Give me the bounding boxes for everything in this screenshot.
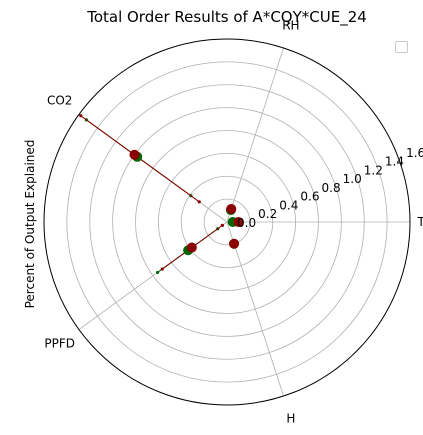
angular-tick-labels: TEMP RH CO2 PPFD H bbox=[44, 18, 423, 425]
r-tick-label: 1.2 bbox=[364, 163, 383, 177]
data-point bbox=[233, 217, 244, 227]
r-tick-label: 0.2 bbox=[258, 207, 277, 221]
r-tick-label: 0.0 bbox=[237, 216, 256, 230]
r-tick-label: 1.0 bbox=[343, 172, 362, 186]
theta-tick-label: CO2 bbox=[47, 93, 72, 107]
legend bbox=[395, 41, 408, 53]
r-tick-label: 0.8 bbox=[322, 181, 341, 195]
r-tick-label: 0.4 bbox=[279, 198, 298, 212]
error-cap bbox=[156, 270, 160, 275]
theta-tick-label: TEMP bbox=[417, 215, 423, 229]
r-tick-label: 1.4 bbox=[385, 155, 404, 169]
theta-tick-label: PPFD bbox=[44, 337, 75, 351]
y-axis-label: Percent of Output Explained bbox=[23, 140, 37, 309]
radial-tick-labels: 0.00.20.40.60.81.01.21.41.6 bbox=[237, 146, 423, 230]
error-cap bbox=[220, 223, 224, 227]
error-bars bbox=[79, 114, 242, 275]
error-cap bbox=[197, 200, 201, 204]
error-cap bbox=[160, 267, 164, 271]
grid-spoke bbox=[226, 47, 284, 223]
grid-spoke bbox=[226, 221, 284, 397]
data-point bbox=[229, 238, 240, 249]
theta-tick-label: H bbox=[286, 412, 295, 426]
theta-tick-label: RH bbox=[282, 18, 299, 32]
data-point bbox=[226, 203, 237, 214]
error-cap bbox=[79, 114, 83, 118]
r-tick-label: 1.6 bbox=[406, 146, 423, 160]
r-tick-label: 0.6 bbox=[300, 190, 319, 204]
data-point bbox=[129, 149, 140, 160]
data-points bbox=[129, 149, 244, 256]
polar-frame bbox=[43, 38, 411, 406]
data-point bbox=[186, 242, 197, 253]
chart-title: Total Order Results of A*CQY*CUE_24 bbox=[86, 8, 367, 27]
